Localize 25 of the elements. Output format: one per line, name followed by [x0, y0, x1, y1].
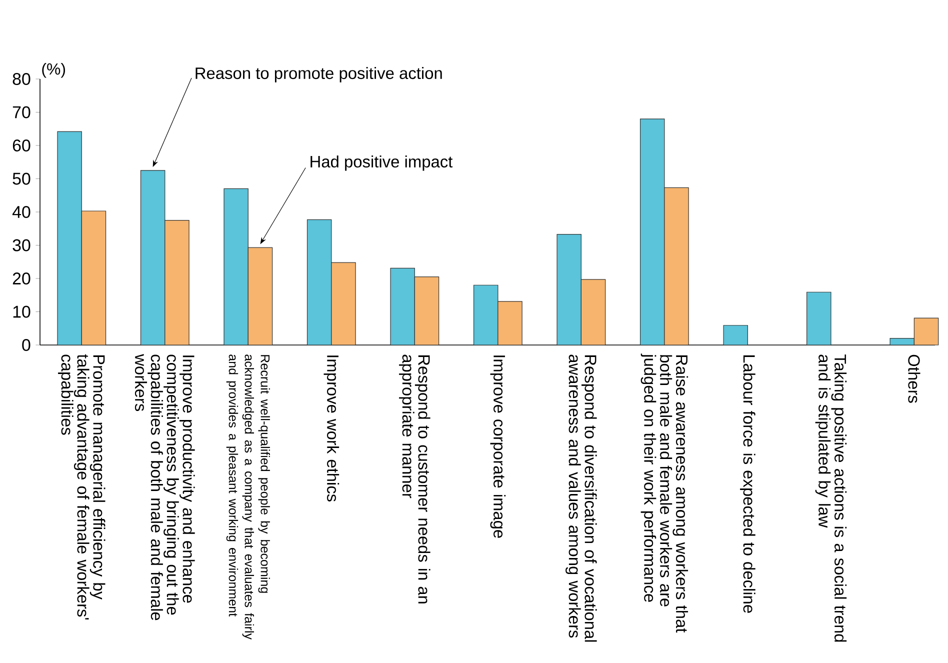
x-tick-label: Improve work ethics: [324, 356, 340, 502]
x-tick-label: Raise awareness among workers that both male and female workers are judged on their work performance: [640, 354, 688, 633]
y-tick-label: 20: [12, 272, 30, 284]
x-tick-label: Improve productivity and enhance competitiveness by bringing out the capabilities of both male and female workers: [134, 354, 195, 620]
y-tick-label: 40: [12, 206, 30, 218]
y-tick-label: 30: [12, 239, 30, 252]
x-tick-label: Others: [908, 354, 920, 403]
x-tick-label: Recruit well-qualified people by becoming acknowledged as a company that evaluates fairly and provides a pleasant working environment: [226, 354, 270, 640]
bar: [806, 292, 832, 346]
y-axis-title: (%): [42, 62, 65, 78]
text: Reason to promote positive action: [196, 67, 442, 82]
y-tick-label: 50: [12, 172, 30, 185]
x-tick-label: Improve corporate image: [490, 356, 506, 538]
x-tick-label: Promote managerial efficiency by taking advantage of female workers' capabilities: [58, 354, 106, 620]
y-tick-label: 70: [12, 106, 30, 118]
x-tick-label: Respond to diversification of vocational awareness and values among workers: [566, 354, 597, 642]
text: Had positive impact: [310, 155, 453, 171]
bar: [723, 325, 748, 346]
x-tick-label: Taking positive actions is a social trend and is stipulated by law: [815, 354, 847, 642]
y-tick-label: 0: [22, 338, 30, 351]
x-tick-label: Labour force is expected to decline: [740, 355, 756, 613]
y-tick-label: 60: [12, 139, 30, 152]
y-tick-label: 80: [12, 72, 30, 85]
x-tick-label: Respond to customer needs in an appropriate manner: [399, 354, 430, 604]
y-tick-label: 10: [13, 306, 30, 318]
